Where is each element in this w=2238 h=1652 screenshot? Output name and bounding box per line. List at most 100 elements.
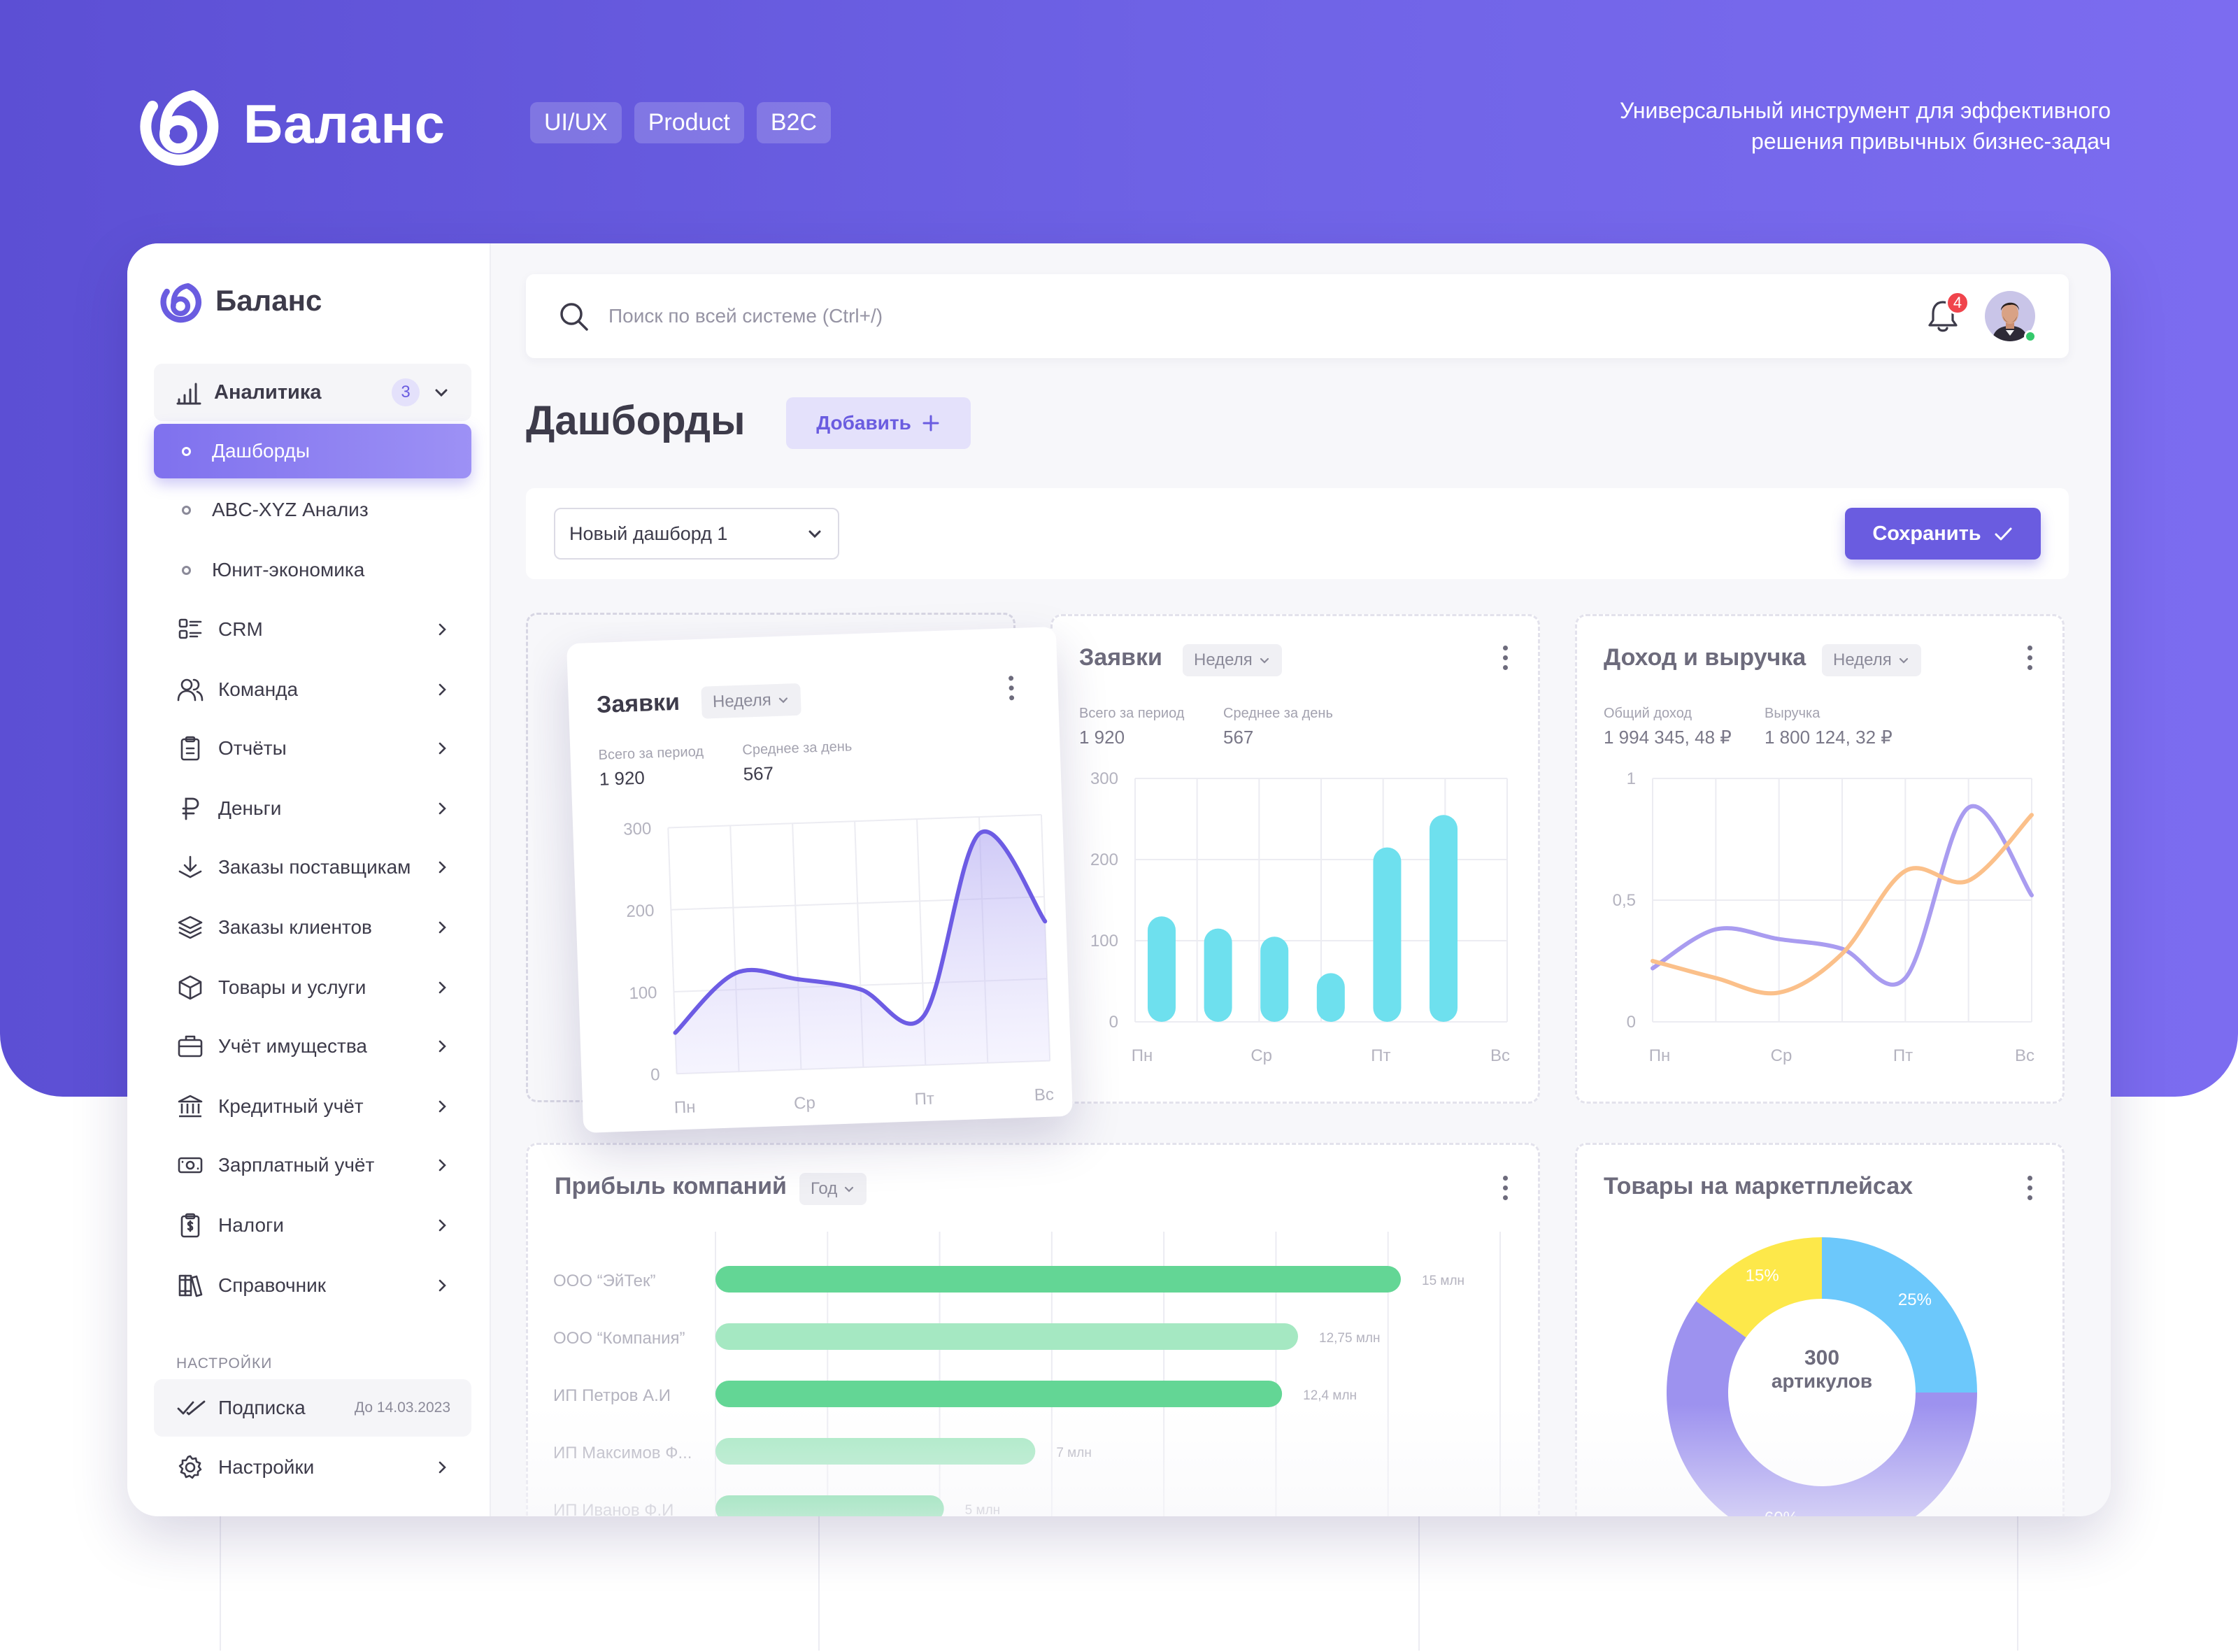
widget-requests[interactable]: Заявки Неделя Всего за период 1 920 Сред…	[1050, 614, 1540, 1104]
app-window: Баланс Аналитика 3 Дашборды ABC-XYZ Анал…	[127, 243, 2111, 1516]
sidebar-item-label: CRM	[218, 618, 263, 640]
avatar[interactable]	[1985, 291, 2035, 341]
period-select[interactable]: Год	[799, 1173, 867, 1205]
x-tick-label: Пт	[914, 1089, 934, 1109]
sidebar-item-supplier-orders[interactable]: Заказы поставщикам	[154, 839, 471, 895]
more-menu-icon[interactable]	[1502, 646, 1509, 678]
guide-line	[220, 1511, 221, 1651]
chevron-right-icon	[439, 981, 446, 994]
bank-icon	[178, 1095, 203, 1118]
sidebar-item-credit[interactable]: Кредитный учёт	[154, 1078, 471, 1134]
stat-label: Общий доход	[1604, 706, 1692, 721]
sidebar-group-analytics[interactable]: Аналитика 3	[154, 364, 471, 421]
y-tick-label: 0	[1627, 1013, 1636, 1032]
bar	[1430, 815, 1458, 1022]
widget-requests-dragging[interactable]: Заявки Неделя Всего за период 1 920 Сред…	[566, 626, 1074, 1134]
slice-label: 60%	[1765, 1509, 1798, 1516]
more-menu-icon[interactable]	[2026, 646, 2033, 678]
chevron-right-icon	[439, 683, 446, 696]
x-tick-label: Ср	[794, 1093, 816, 1113]
cash-icon	[178, 1157, 203, 1174]
category-label: ИП Петров А.И	[553, 1386, 671, 1405]
category-label: ООО “ЭйТек”	[553, 1272, 655, 1290]
donut-slice	[1822, 1237, 1977, 1393]
period-select-label: Год	[811, 1179, 838, 1198]
period-select[interactable]: Неделя	[1183, 644, 1282, 676]
sidebar-item-subscription[interactable]: Подписка До 14.03.2023	[154, 1379, 471, 1437]
sidebar-item-goods[interactable]: Товары и услуги	[154, 960, 471, 1016]
x-tick-label: Вс	[1034, 1085, 1054, 1105]
sidebar-item-assets[interactable]: Учёт имущества	[154, 1018, 471, 1074]
data-label: 5 млн	[965, 1503, 1001, 1516]
search-icon[interactable]	[558, 301, 590, 333]
dot-icon	[182, 505, 191, 515]
period-select[interactable]: Неделя	[701, 683, 801, 719]
hero-tags: UI/UX Product B2C	[530, 102, 832, 143]
layers-icon	[178, 916, 203, 939]
area-fill	[675, 831, 1050, 1074]
sidebar-item-payroll[interactable]: Зарплатный учёт	[154, 1137, 471, 1193]
plus-icon	[922, 415, 939, 432]
stat-label: Выручка	[1765, 706, 1820, 721]
sidebar-item-money[interactable]: Деньги	[154, 781, 471, 836]
sidebar-item-team[interactable]: Команда	[154, 662, 471, 718]
sidebar-logo[interactable]: Баланс	[157, 277, 322, 325]
more-menu-icon[interactable]	[2026, 1176, 2033, 1208]
sidebar-item-unit-economics[interactable]: Юнит-экономика	[154, 543, 471, 597]
sidebar-item-label: Юнит-экономика	[212, 559, 365, 581]
widget-title: Товары на маркетплейсах	[1604, 1173, 1913, 1199]
widget-title: Заявки	[1079, 644, 1162, 671]
sidebar-item-label: Настройки	[218, 1456, 315, 1478]
slice-label: 15%	[1746, 1266, 1779, 1285]
y-tick-label: 300	[1090, 769, 1118, 788]
chart-icon	[176, 383, 201, 405]
widget-title: Прибыль компаний	[555, 1173, 787, 1199]
x-tick-label: Ср	[1250, 1046, 1272, 1065]
marketplace-donut-chart: 25% 60% 15%	[1667, 1237, 1977, 1516]
save-button[interactable]: Сохранить	[1845, 508, 2041, 560]
category-label: ИП Максимов Ф...	[553, 1444, 692, 1462]
sidebar-item-dashboards[interactable]: Дашборды	[154, 424, 471, 478]
sidebar-item-client-orders[interactable]: Заказы клиентов	[154, 899, 471, 955]
tax-icon	[180, 1213, 200, 1238]
widget-title: Доход и выручка	[1604, 644, 1806, 671]
top-bar: 4	[526, 274, 2069, 358]
stat-value: 1 800 124, 32 ₽	[1765, 727, 1893, 748]
count-badge: 3	[392, 378, 420, 406]
donut-center-label: артикулов	[1771, 1370, 1873, 1392]
sidebar-item-crm[interactable]: CRM	[154, 601, 471, 657]
y-tick-label: 100	[629, 983, 657, 1003]
sidebar-item-directory[interactable]: Справочник	[154, 1258, 471, 1313]
donut-slice	[1696, 1237, 1822, 1338]
stat-value: 567	[1223, 727, 1254, 748]
widget-income[interactable]: Доход и выручка Неделя Общий доход 1 994…	[1575, 614, 2065, 1104]
chevron-down-icon	[778, 697, 787, 704]
chevron-right-icon	[439, 1159, 446, 1172]
chevron-right-icon	[439, 1461, 446, 1474]
chevron-down-icon	[1260, 657, 1269, 664]
sidebar-item-abc-xyz[interactable]: ABC-XYZ Анализ	[154, 483, 471, 537]
online-status-dot	[2024, 330, 2037, 343]
widget-marketplaces[interactable]: Товары на маркетплейсах 25% 60% 15% 300 ар…	[1575, 1143, 2065, 1516]
add-button-label: Добавить	[816, 412, 911, 434]
sidebar-item-taxes[interactable]: Налоги	[154, 1197, 471, 1253]
data-label: 15 млн	[1422, 1274, 1464, 1288]
sidebar-section-settings: НАСТРОЙКИ	[176, 1355, 273, 1372]
x-tick-label: Пн	[1132, 1046, 1153, 1065]
bar	[715, 1495, 944, 1516]
period-select[interactable]: Неделя	[1822, 644, 1921, 676]
category-label: ООО “Компания”	[553, 1329, 685, 1348]
search-input[interactable]	[608, 295, 1658, 337]
widget-profit[interactable]: Прибыль компаний Год ООО “ЭйТек” 15 млн ОО…	[526, 1143, 1540, 1516]
bar	[1148, 916, 1176, 1022]
sidebar-item-label: Налоги	[218, 1214, 284, 1236]
hero-description-line2: решения привычных бизнес-задач	[1751, 129, 2111, 154]
add-button[interactable]: Добавить	[786, 397, 971, 449]
chevron-right-icon	[439, 802, 446, 815]
clipboard-icon	[180, 736, 200, 761]
sidebar-item-label: Команда	[218, 678, 299, 700]
sidebar-item-reports[interactable]: Отчёты	[154, 720, 471, 776]
sidebar-item-settings[interactable]: Настройки	[154, 1439, 471, 1495]
more-menu-icon[interactable]	[1502, 1176, 1509, 1208]
dashboard-select[interactable]: Новый дашборд 1	[554, 508, 839, 560]
